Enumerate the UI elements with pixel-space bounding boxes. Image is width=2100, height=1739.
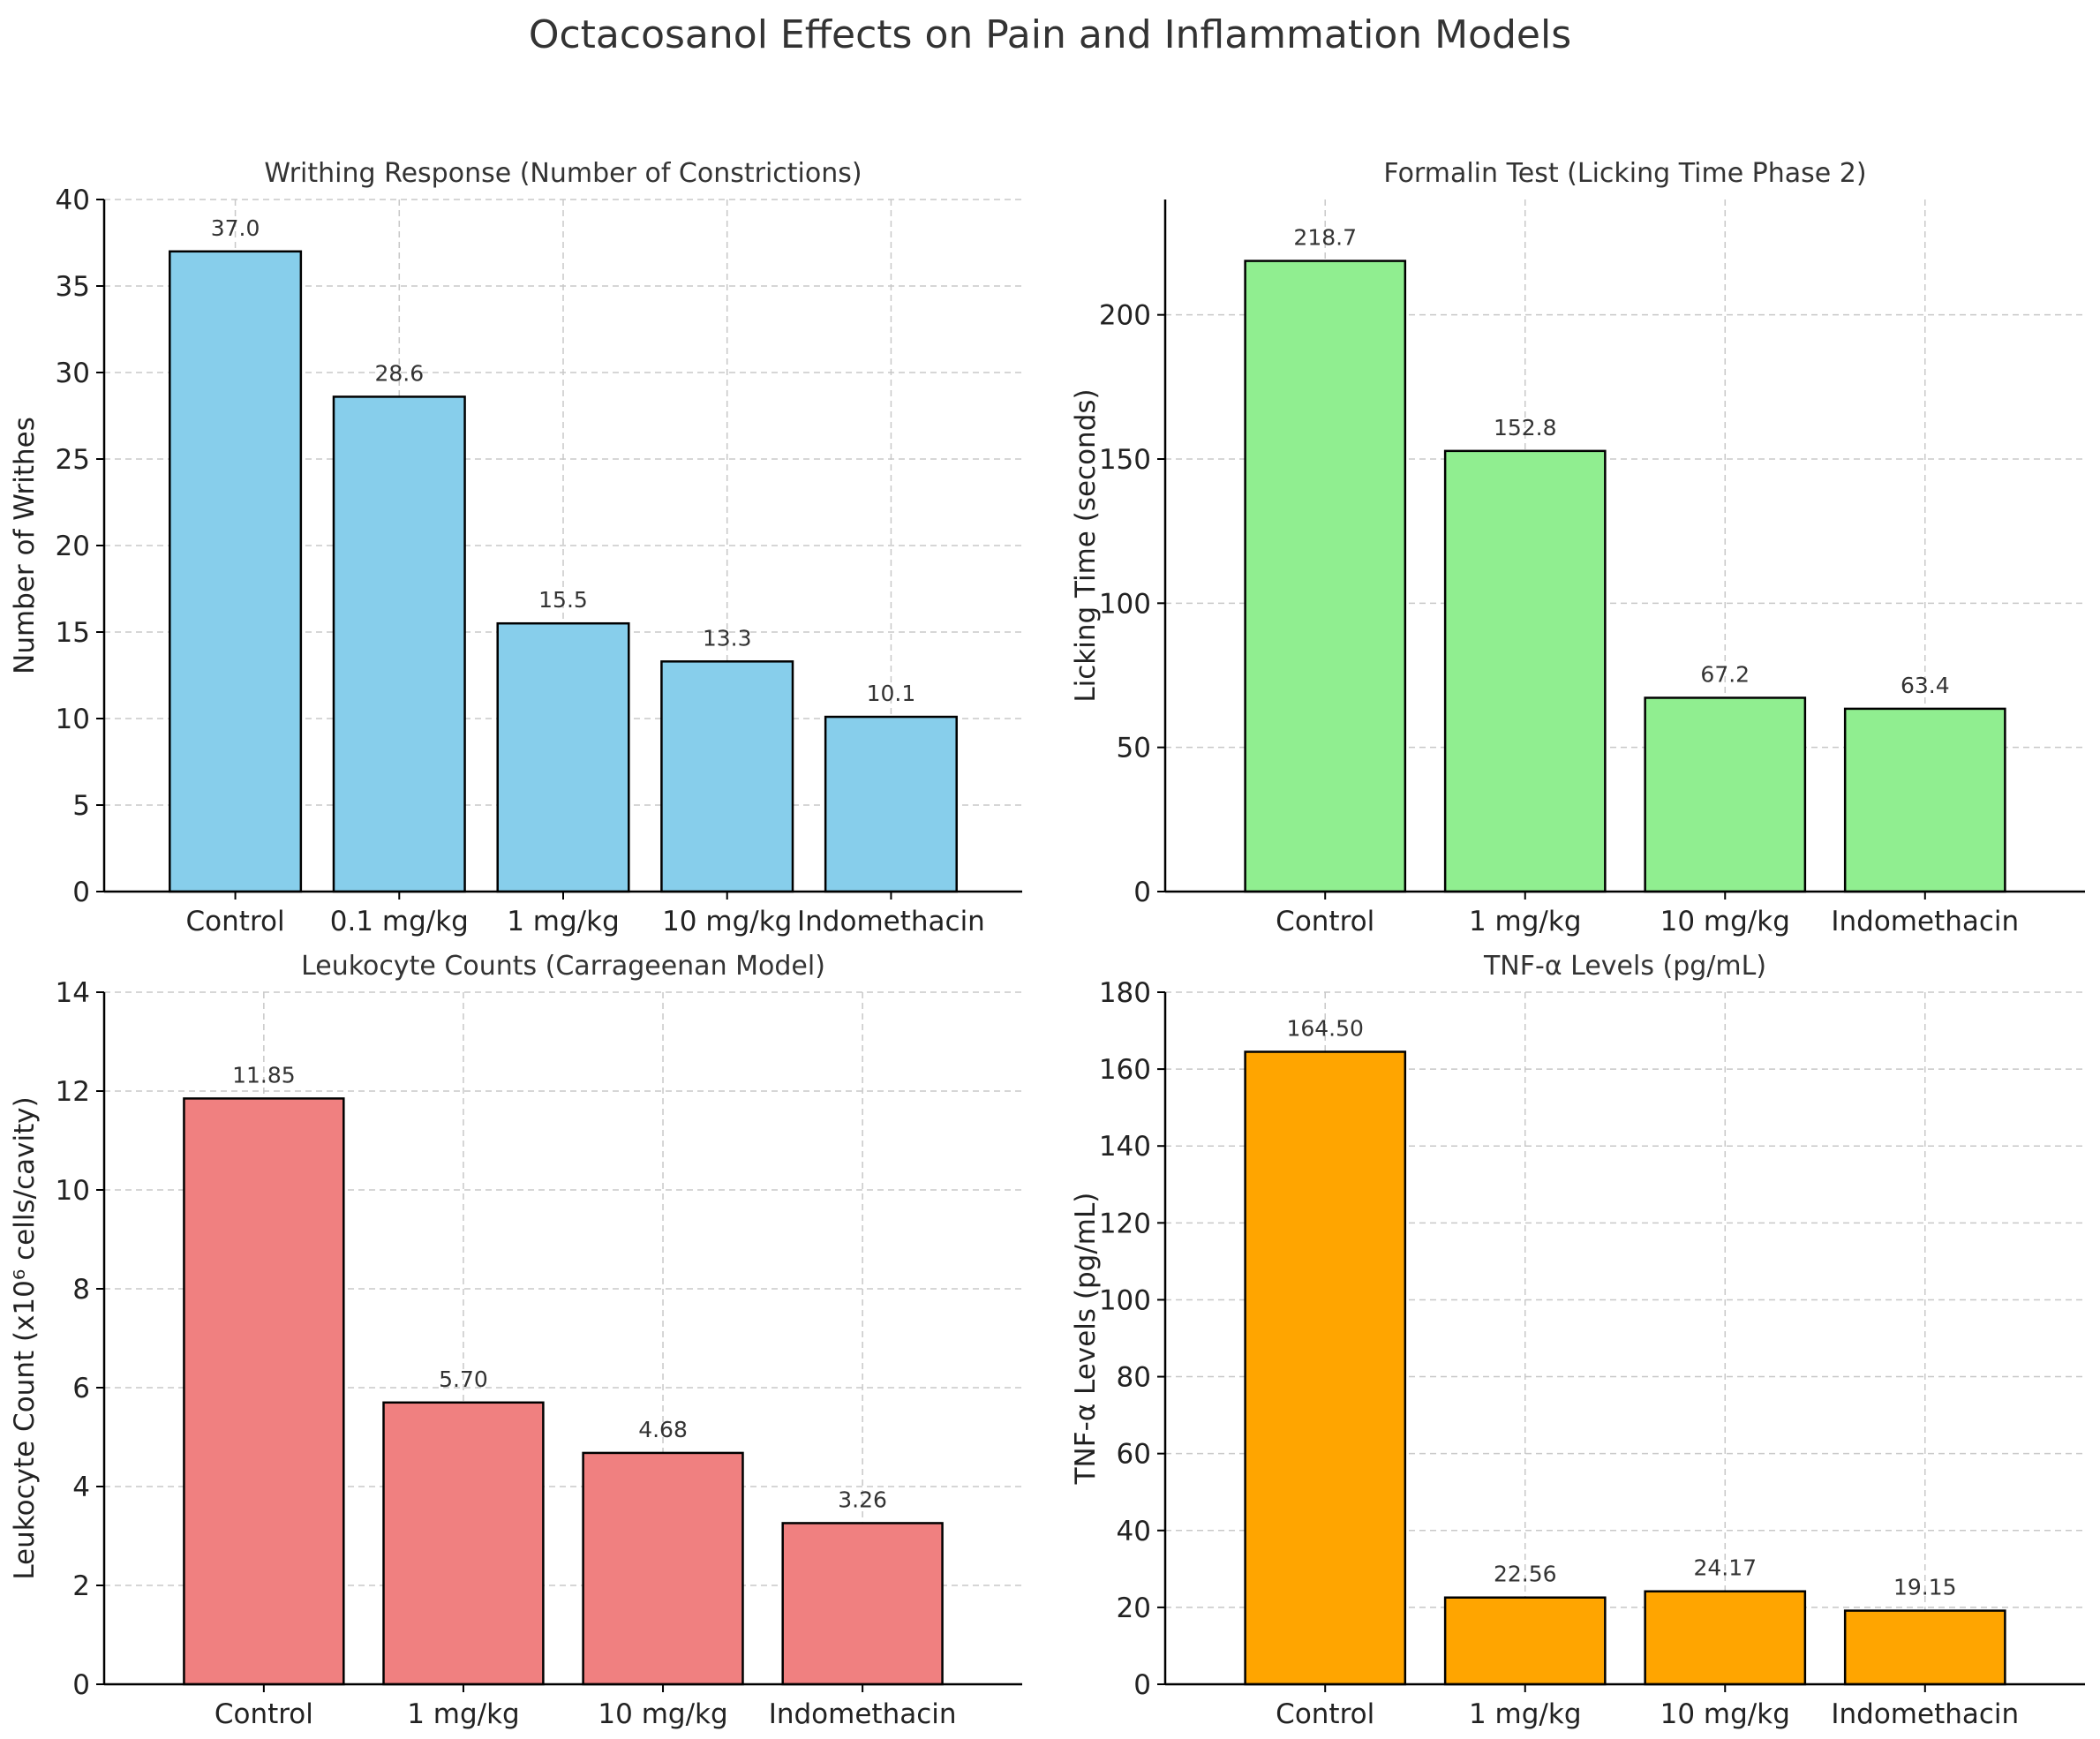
y-tick-label: 120 [1099, 1208, 1151, 1239]
y-axis-label: TNF-α Levels (pg/mL) [1070, 1193, 1102, 1486]
y-tick-label: 100 [1099, 588, 1151, 620]
bar [824, 715, 958, 893]
y-tick-label: 4 [72, 1472, 90, 1503]
bar-value-label: 152.8 [1494, 415, 1557, 440]
bar [1244, 1050, 1407, 1686]
chart-panel-1: 37.0 28.6 15.5 13.3 10.1 0 5 10 15 20 25 30 35 40 Cont… [9, 158, 1022, 937]
bar-value-label: 4.68 [638, 1417, 688, 1442]
bar [582, 1451, 744, 1686]
chart-panel-3: 11.85 5.70 4.68 3.26 0 2 4 6 8 10 12 14 Control 1 mg/… [9, 951, 1022, 1730]
x-tick-label: Control [186, 906, 285, 937]
bar-value-label: 11.85 [232, 1062, 296, 1088]
y-tick-label: 15 [56, 617, 90, 649]
x-tick-label: 10 mg/kg [662, 906, 792, 937]
y-tick-label: 60 [1117, 1439, 1151, 1471]
x-tick-label: Indomethacin [1831, 1698, 2019, 1730]
y-tick-label: 6 [72, 1373, 90, 1404]
figure-title: Octacosanol Effects on Pain and Inflamma… [528, 12, 1572, 57]
chart-title: TNF-α Levels (pg/mL) [1483, 951, 1766, 982]
x-tick-label: 1 mg/kg [1469, 1698, 1582, 1730]
bar [1843, 1609, 2006, 1686]
x-tick-label: Indomethacin [1831, 906, 2019, 937]
bar [660, 660, 794, 893]
y-axis-label: Number of Writhes [9, 417, 41, 674]
y-axis-label: Licking Time (seconds) [1070, 388, 1102, 702]
bar-value-label: 3.26 [838, 1487, 887, 1512]
y-axis-label: Leukocyte Count (x10⁶ cells/cavity) [9, 1096, 41, 1579]
x-tick-label: Control [1276, 1698, 1374, 1730]
x-tick-label: 1 mg/kg [507, 906, 620, 937]
y-tick-label: 100 [1099, 1284, 1151, 1316]
y-tick-label: 20 [56, 531, 90, 562]
y-tick-label: 10 [56, 704, 90, 735]
y-tick-label: 40 [56, 184, 90, 216]
bar [1644, 696, 1807, 893]
bar-value-label: 10.1 [867, 681, 916, 706]
chart-title: Leukocyte Counts (Carrageenan Model) [301, 951, 825, 982]
x-tick-label: Indomethacin [769, 1698, 957, 1730]
x-tick-label: 10 mg/kg [1660, 906, 1790, 937]
y-tick-label: 35 [56, 271, 90, 303]
bar-value-label: 24.17 [1693, 1555, 1757, 1581]
y-tick-label: 0 [72, 1669, 90, 1701]
y-tick-label: 180 [1099, 977, 1151, 1009]
y-tick-label: 5 [72, 790, 90, 822]
bar-value-label: 218.7 [1293, 225, 1357, 251]
bar [169, 250, 303, 893]
y-tick-label: 25 [56, 444, 90, 476]
bar-value-label: 22.56 [1494, 1562, 1557, 1587]
x-tick-label: 1 mg/kg [1469, 906, 1582, 937]
bar [496, 621, 630, 893]
x-tick-label: 1 mg/kg [407, 1698, 520, 1730]
bar-value-label: 37.0 [211, 215, 260, 241]
bar-value-label: 67.2 [1700, 661, 1750, 687]
y-tick-label: 160 [1099, 1054, 1151, 1086]
bar [183, 1097, 345, 1686]
bar [1244, 260, 1407, 893]
x-tick-label: 10 mg/kg [1660, 1698, 1790, 1730]
bar [781, 1522, 944, 1686]
bar [1443, 1596, 1607, 1686]
chart-panel-4: 164.50 22.56 24.17 19.15 0 20 40 60 80 100 120 140 1… [1070, 951, 2085, 1730]
x-tick-label: Indomethacin [797, 906, 985, 937]
chart-panel-2: 218.7 152.8 67.2 63.4 0 50 100 150 200 Control 1 m… [1070, 158, 2085, 937]
y-tick-label: 20 [1117, 1592, 1151, 1624]
y-tick-label: 140 [1099, 1131, 1151, 1163]
x-tick-label: 10 mg/kg [598, 1698, 727, 1730]
y-tick-label: 0 [72, 877, 90, 908]
y-tick-label: 0 [1133, 1669, 1151, 1701]
x-tick-label: 0.1 mg/kg [330, 906, 469, 937]
bar-value-label: 164.50 [1286, 1016, 1363, 1042]
chart-title: Writhing Response (Number of Constrictio… [264, 158, 862, 189]
bar-value-label: 15.5 [538, 587, 588, 613]
x-tick-label: Control [1276, 906, 1374, 937]
bar-value-label: 28.6 [374, 360, 424, 386]
bar-value-label: 5.70 [439, 1366, 488, 1392]
y-tick-label: 200 [1099, 300, 1151, 332]
y-tick-label: 10 [56, 1175, 90, 1207]
y-tick-label: 50 [1117, 733, 1151, 764]
bar [332, 395, 466, 893]
bar-value-label: 19.15 [1893, 1575, 1957, 1600]
bar-value-label: 63.4 [1901, 673, 1950, 698]
bar [382, 1401, 545, 1686]
bar [1443, 449, 1607, 893]
bar-value-label: 13.3 [703, 625, 752, 651]
y-tick-label: 150 [1099, 444, 1151, 476]
bar [1843, 707, 2006, 893]
x-tick-label: Control [215, 1698, 313, 1730]
bar [1644, 1590, 1807, 1686]
y-tick-label: 0 [1133, 877, 1151, 908]
y-tick-label: 14 [56, 977, 90, 1009]
chart-title: Formalin Test (Licking Time Phase 2) [1383, 158, 1866, 189]
y-tick-label: 2 [72, 1570, 90, 1602]
y-tick-label: 40 [1117, 1516, 1151, 1547]
y-tick-label: 12 [56, 1076, 90, 1108]
y-tick-label: 30 [56, 358, 90, 389]
y-tick-label: 80 [1117, 1362, 1151, 1394]
y-tick-label: 8 [72, 1274, 90, 1306]
